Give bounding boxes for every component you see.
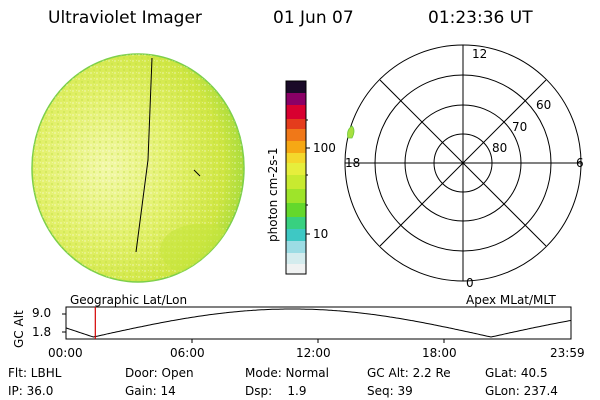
mlt-label-12: 12 xyxy=(472,47,488,61)
info-glat: GLat: 40.5 xyxy=(485,366,548,380)
info-dsp: Dsp: 1.9 xyxy=(245,384,307,398)
colorbar-tick-10: 10 xyxy=(313,227,329,241)
info-mode: Mode: Normal xyxy=(245,366,329,380)
altitude-plot xyxy=(62,306,572,343)
info-gc-alt: GC Alt: 2.2 Re xyxy=(367,366,451,380)
info-ip: IP: 36.0 xyxy=(8,384,54,398)
colorbar-tick-100: 100 xyxy=(313,141,336,155)
track-line xyxy=(135,57,153,253)
auroral-feature xyxy=(347,125,355,139)
lat-label-60: 60 xyxy=(536,98,552,112)
info-seq: Seq: 39 xyxy=(367,384,413,398)
time-tick-1200: 12:00 xyxy=(296,346,331,360)
colorbar-label: photon cm-2s-1 xyxy=(266,148,280,243)
time-label: 01:23:36 UT xyxy=(428,8,533,28)
time-tick-0600: 06:00 xyxy=(170,346,205,360)
time-tick-2359: 23:59 xyxy=(550,346,585,360)
polar-plot xyxy=(344,44,582,282)
mlt-label-0: 0 xyxy=(466,276,474,290)
mlt-label-6: 6 xyxy=(576,156,584,170)
info-gain: Gain: 14 xyxy=(125,384,176,398)
alt-tick-high: 9.0 xyxy=(32,306,52,320)
colorbar-unit: photon cm-2s-1 xyxy=(266,147,280,243)
colorbar xyxy=(285,80,310,275)
altitude-axis-label: GC Alt xyxy=(12,310,26,348)
mlt-label-18: 18 xyxy=(345,156,361,170)
instrument-title: Ultraviolet Imager xyxy=(48,8,202,28)
lat-label-80: 80 xyxy=(492,141,508,155)
date-label: 01 Jun 07 xyxy=(273,8,354,28)
info-door: Door: Open xyxy=(125,366,194,380)
geographic-image xyxy=(31,53,245,283)
info-filter: Flt: LBHL xyxy=(8,366,62,380)
time-tick-0000: 00:00 xyxy=(48,346,83,360)
time-tick-1800: 18:00 xyxy=(422,346,457,360)
apex-label: Apex MLat/MLT xyxy=(466,293,556,307)
alt-tick-low: 1.8 xyxy=(32,325,52,339)
info-glon: GLon: 237.4 xyxy=(485,384,558,398)
lat-label-70: 70 xyxy=(512,120,528,134)
geographic-label: Geographic Lat/Lon xyxy=(70,293,188,307)
